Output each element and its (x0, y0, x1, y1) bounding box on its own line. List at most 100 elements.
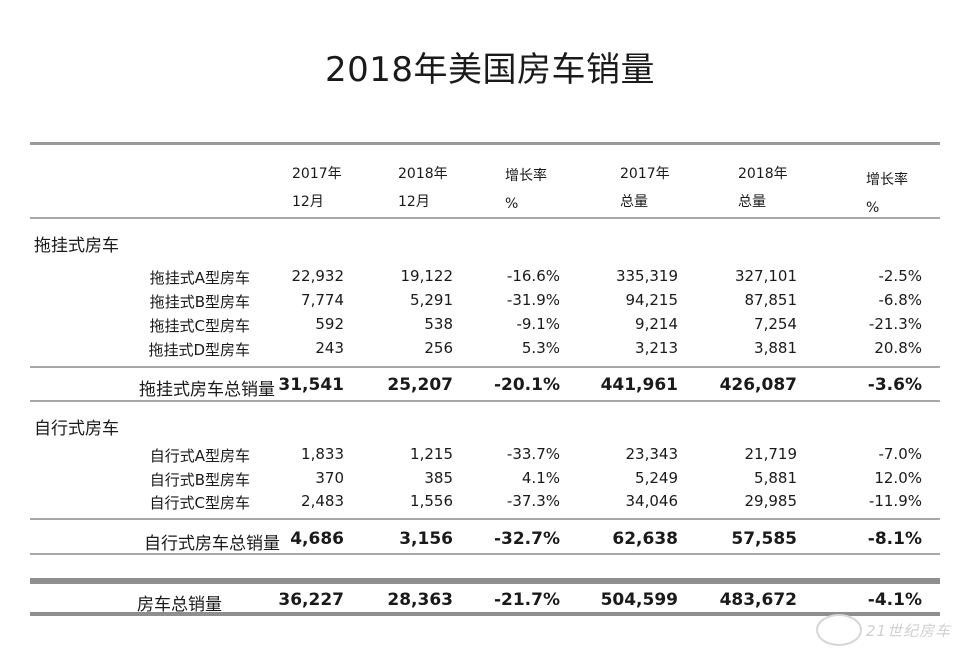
cell: 538 (424, 315, 453, 333)
table-row: 自行式C型房车 2,483 1,556 -37.3% 34,046 29,985… (0, 490, 980, 514)
cell: -21.3% (868, 315, 922, 333)
cell: 327,101 (734, 267, 797, 285)
cell: -7.0% (878, 445, 922, 463)
table-row: 拖挂式C型房车 592 538 -9.1% 9,214 7,254 -21.3% (0, 313, 980, 337)
cell: 1,556 (410, 492, 453, 510)
cell: -21.7% (493, 590, 560, 610)
cell: -20.1% (493, 375, 560, 395)
table-row: 自行式A型房车 1,833 1,215 -33.7% 23,343 21,719… (0, 443, 980, 467)
grand-total-row: 房车总销量 36,227 28,363 -21.7% 504,599 483,6… (0, 588, 980, 615)
section-heading-motorized: 自行式房车 (34, 419, 119, 439)
cell: 87,851 (744, 291, 798, 309)
cell: -3.6% (867, 375, 922, 395)
cell: -37.3% (506, 492, 560, 510)
cell: 504,599 (600, 590, 678, 610)
section-heading-towable: 拖挂式房车 (34, 236, 119, 256)
cell: 335,319 (615, 267, 678, 285)
cell: 4,686 (290, 529, 344, 549)
row-label: 自行式A型房车 (149, 447, 250, 465)
watermark: 21世纪房车 (816, 612, 966, 646)
cell: 3,156 (399, 529, 453, 549)
cell: 36,227 (278, 590, 344, 610)
cell: 31,541 (278, 375, 344, 395)
row-label: 拖挂式D型房车 (148, 341, 250, 359)
cell: 22,932 (291, 267, 345, 285)
header-rule (30, 217, 940, 219)
cell: 62,638 (612, 529, 678, 549)
cell: 7,254 (754, 315, 797, 333)
cell: 426,087 (719, 375, 797, 395)
cell: -32.7% (493, 529, 560, 549)
cell: 34,046 (625, 492, 679, 510)
header-2018-dec: 2018年 12月 (398, 166, 448, 210)
cell: 19,122 (400, 267, 454, 285)
watermark-logo-icon (816, 614, 862, 646)
cell: -31.9% (506, 291, 560, 309)
row-label: 拖挂式A型房车 (149, 269, 250, 287)
subtotal-rule (30, 518, 940, 520)
cell: 1,215 (410, 445, 453, 463)
grand-total-top-rule (30, 578, 940, 584)
header-growth-dec: 增长率% (505, 168, 547, 212)
cell: -9.1% (516, 315, 560, 333)
row-label: 自行式房车总销量 (144, 534, 280, 554)
cell: 4.1% (521, 469, 560, 487)
cell: 57,585 (731, 529, 797, 549)
cell: 2,483 (301, 492, 344, 510)
cell: 1,833 (301, 445, 344, 463)
cell: -4.1% (867, 590, 922, 610)
cell: 23,343 (625, 445, 679, 463)
page-title: 2018年美国房车销量 (324, 50, 656, 90)
cell: 256 (424, 339, 453, 357)
header-2017-total: 2017年 总量 (620, 166, 670, 210)
table-row: 自行式B型房车 370 385 4.1% 5,249 5,881 12.0% (0, 467, 980, 491)
row-label: 拖挂式房车总销量 (139, 380, 275, 400)
cell: 5,291 (410, 291, 453, 309)
table-row: 拖挂式D型房车 243 256 5.3% 3,213 3,881 20.8% (0, 337, 980, 361)
header-growth-total: 增长率% (866, 172, 908, 216)
subtotal-row-motorized: 自行式房车总销量 4,686 3,156 -32.7% 62,638 57,58… (0, 527, 980, 554)
section-rule (30, 553, 940, 555)
cell: 385 (424, 469, 453, 487)
cell: 592 (315, 315, 344, 333)
row-label: 拖挂式B型房车 (149, 293, 250, 311)
cell: 7,774 (301, 291, 344, 309)
cell: 94,215 (625, 291, 679, 309)
cell: -11.9% (868, 492, 922, 510)
cell: 9,214 (635, 315, 678, 333)
row-label: 拖挂式C型房车 (149, 317, 250, 335)
cell: 28,363 (387, 590, 453, 610)
subtotal-rule (30, 366, 940, 368)
table-row: 拖挂式A型房车 22,932 19,122 -16.6% 335,319 327… (0, 265, 980, 289)
cell: 483,672 (719, 590, 797, 610)
cell: 29,985 (744, 492, 798, 510)
row-label: 房车总销量 (137, 595, 222, 615)
cell: 5,881 (754, 469, 797, 487)
cell: 5,249 (635, 469, 678, 487)
row-label: 自行式B型房车 (149, 471, 250, 489)
header-2017-dec: 2017年 12月 (292, 166, 342, 210)
cell: 20.8% (874, 339, 922, 357)
cell: -33.7% (506, 445, 560, 463)
table-top-rule (30, 142, 940, 145)
cell: 25,207 (387, 375, 453, 395)
table-row: 拖挂式B型房车 7,774 5,291 -31.9% 94,215 87,851… (0, 289, 980, 313)
cell: 370 (315, 469, 344, 487)
cell: 243 (315, 339, 344, 357)
cell: -6.8% (878, 291, 922, 309)
cell: -2.5% (878, 267, 922, 285)
cell: -8.1% (867, 529, 922, 549)
subtotal-row-towable: 拖挂式房车总销量 31,541 25,207 -20.1% 441,961 42… (0, 373, 980, 400)
cell: 3,881 (754, 339, 797, 357)
header-2018-total: 2018年 总量 (738, 166, 788, 210)
cell: 12.0% (874, 469, 922, 487)
table-bottom-rule (30, 612, 940, 616)
cell: 3,213 (635, 339, 678, 357)
watermark-text: 21世纪房车 (866, 622, 952, 640)
section-rule (30, 400, 940, 402)
cell: 5.3% (521, 339, 560, 357)
cell: -16.6% (506, 267, 560, 285)
cell: 441,961 (600, 375, 678, 395)
row-label: 自行式C型房车 (149, 494, 250, 512)
cell: 21,719 (744, 445, 798, 463)
